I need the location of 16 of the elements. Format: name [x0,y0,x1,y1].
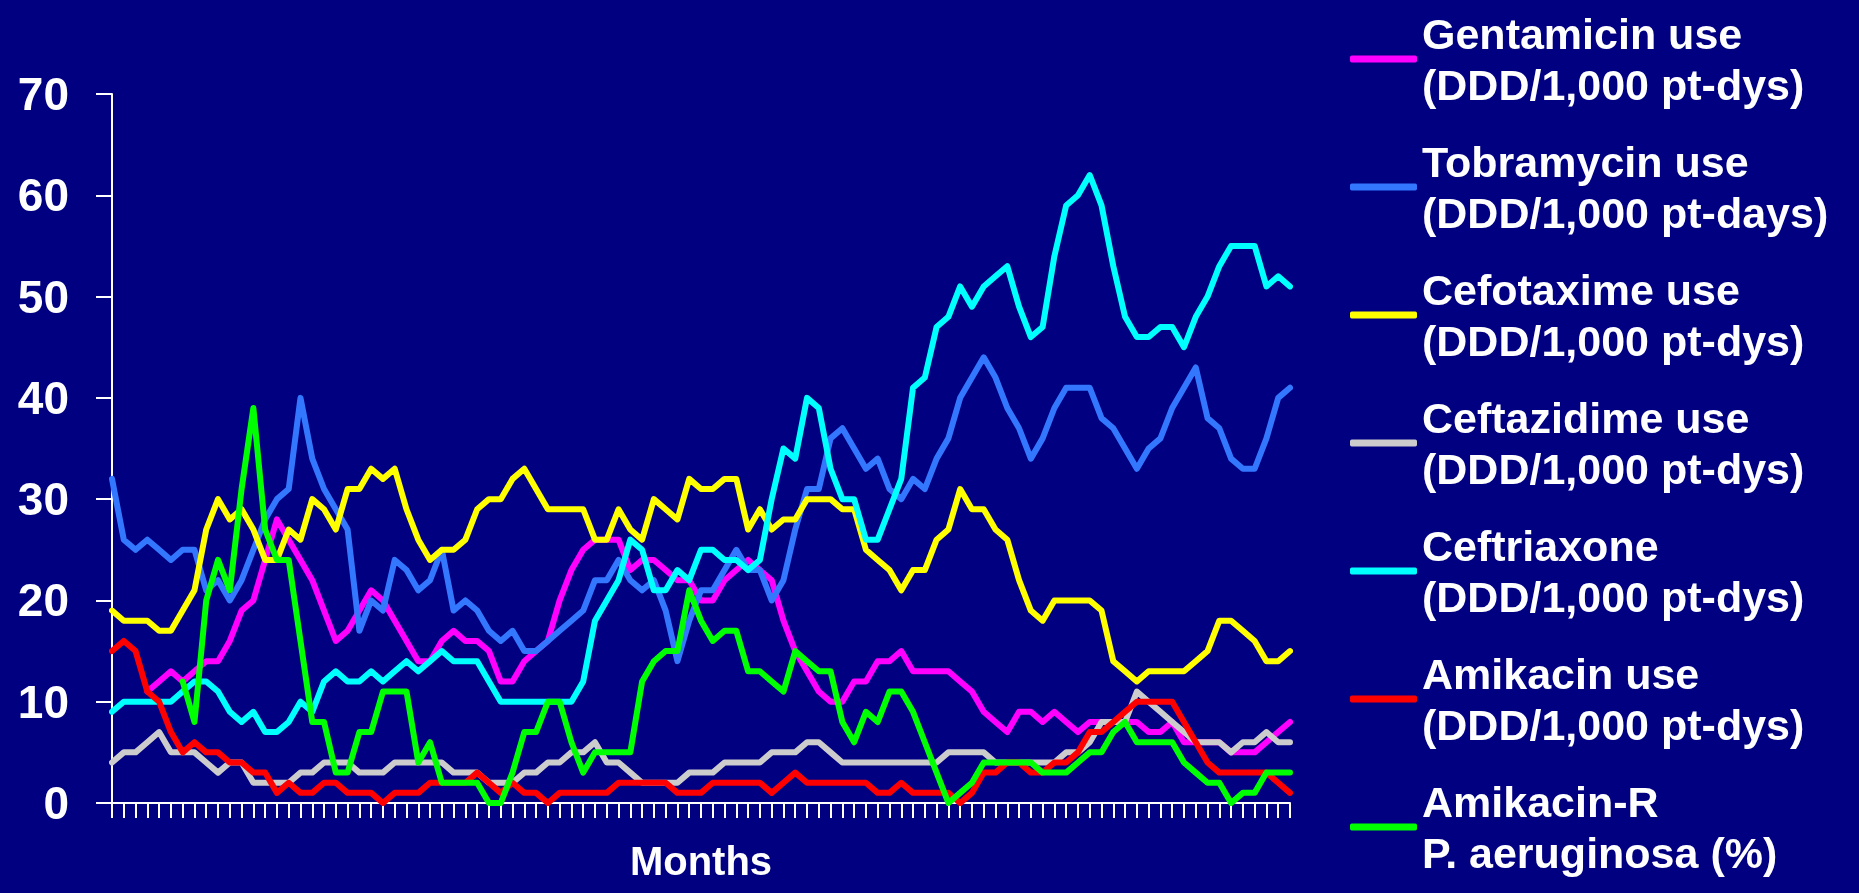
x-axis-title: Months [629,839,773,883]
y-tick-label: 40 [17,371,69,424]
legend-label: Gentamicin use (DDD/1,000 pt-dys) [1422,9,1805,109]
legend-label: Amikacin use (DDD/1,000 pt-dys) [1422,649,1805,749]
y-tick-label: 60 [17,169,69,222]
y-tick-label: 0 [43,777,69,829]
y-tick-label: 10 [17,675,69,728]
y-tick-label: 50 [17,270,69,323]
legend-label: Ceftriaxone (DDD/1,000 pt-dys) [1422,521,1805,621]
y-tick-label: 20 [17,574,69,627]
legend-label: Amikacin-R P. aeruginosa (%) [1422,777,1778,877]
legend-label: Ceftazidime use (DDD/1,000 pt-dys) [1422,393,1805,493]
legend-label: Tobramycin use (DDD/1,000 pt-days) [1422,137,1829,237]
legend-label: Cefotaxime use (DDD/1,000 pt-dys) [1422,265,1805,365]
y-tick-label: 70 [17,68,69,120]
y-tick-label: 30 [17,473,69,526]
